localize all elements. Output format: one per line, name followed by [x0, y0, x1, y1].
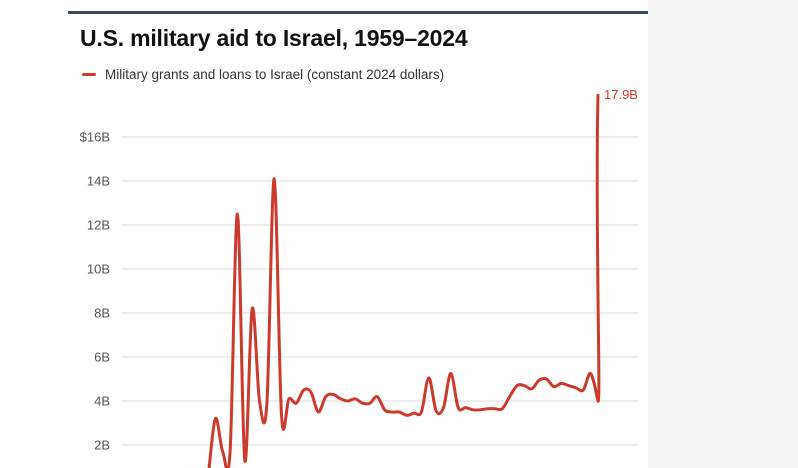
header-rule	[68, 11, 648, 14]
y-tick-label: 10B	[87, 262, 110, 277]
chart-title: U.S. military aid to Israel, 1959–2024	[80, 25, 468, 51]
y-tick-label: 6B	[94, 350, 110, 365]
y-tick-label: 12B	[87, 218, 110, 233]
y-tick-label: $16B	[80, 130, 110, 145]
page-margin	[648, 0, 798, 468]
y-tick-label: 4B	[94, 394, 110, 409]
end-value-label: 17.9B	[604, 87, 638, 102]
y-tick-label: 2B	[94, 438, 110, 453]
y-tick-label: 14B	[87, 174, 110, 189]
series-line	[207, 93, 601, 468]
chart-panel	[0, 0, 648, 468]
series-layer	[207, 93, 601, 468]
y-tick-label: 8B	[94, 306, 110, 321]
legend-label: Military grants and loans to Israel (con…	[105, 66, 445, 82]
data-labels: 17.9B	[604, 87, 638, 102]
legend: Military grants and loans to Israel (con…	[82, 64, 444, 84]
y-axis-ticks: 2B 4B 6B 8B 10B 12B 14B $16B	[80, 130, 110, 453]
legend-swatch	[82, 72, 96, 76]
